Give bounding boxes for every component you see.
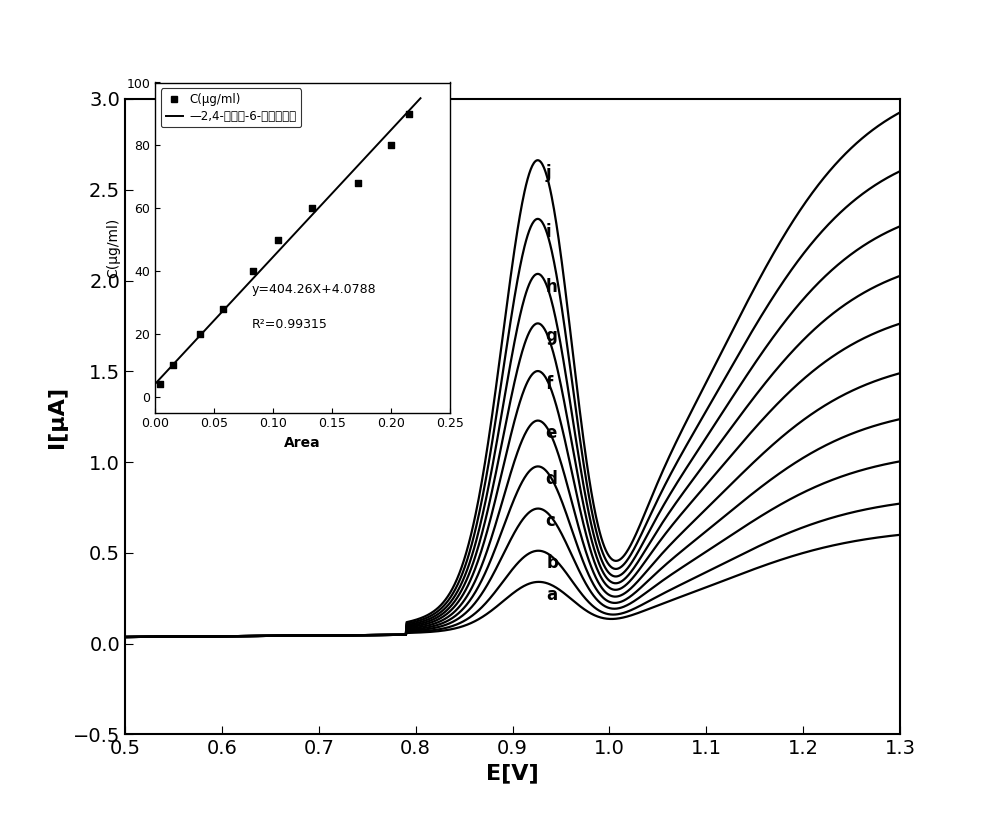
Text: y=404.26X+4.0788: y=404.26X+4.0788	[252, 283, 376, 296]
Text: c: c	[545, 512, 555, 530]
X-axis label: Area: Area	[284, 436, 321, 450]
Point	[245, 265, 261, 278]
Point	[165, 359, 181, 372]
Text: b: b	[546, 554, 558, 573]
Text: a: a	[546, 586, 557, 604]
Point	[350, 177, 366, 190]
Text: R²=0.99315: R²=0.99315	[252, 318, 328, 331]
Text: i: i	[545, 223, 551, 241]
Y-axis label: C(μg/ml): C(μg/ml)	[107, 217, 121, 278]
Point	[383, 139, 399, 152]
Point	[152, 378, 168, 391]
Y-axis label: I[μA]: I[μA]	[47, 385, 67, 448]
Text: e: e	[545, 424, 557, 442]
Legend: C(μg/ml), —2,4-二甲基-6-叔丁基苯酚: C(μg/ml), —2,4-二甲基-6-叔丁基苯酚	[161, 88, 301, 127]
Point	[401, 107, 417, 120]
Text: j: j	[545, 164, 551, 182]
X-axis label: E[V]: E[V]	[486, 764, 539, 784]
Point	[304, 201, 320, 214]
Text: f: f	[545, 375, 553, 393]
Point	[270, 233, 286, 246]
Text: g: g	[545, 327, 557, 345]
Point	[215, 302, 231, 315]
Text: h: h	[545, 277, 557, 295]
Point	[192, 328, 208, 341]
Text: d: d	[545, 470, 557, 488]
